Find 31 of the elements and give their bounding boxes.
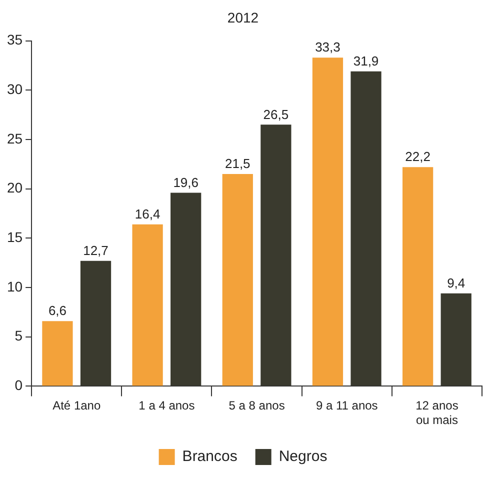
y-tick-label: 35 bbox=[6, 32, 23, 48]
chart-title: 2012 bbox=[227, 9, 259, 26]
y-tick-label: 10 bbox=[6, 278, 23, 294]
data-label: 16,4 bbox=[134, 206, 160, 222]
data-label: 22,2 bbox=[405, 149, 430, 164]
bar bbox=[312, 58, 344, 386]
data-label: 12,7 bbox=[83, 242, 108, 258]
bar bbox=[222, 174, 253, 386]
y-tick-label: 20 bbox=[6, 180, 23, 196]
x-tick-label: 1 a 4 anos bbox=[138, 398, 195, 413]
x-tick-label: Até 1ano bbox=[52, 398, 101, 413]
bar bbox=[132, 224, 163, 386]
y-tick-label: 0 bbox=[14, 377, 23, 394]
data-label: 33,3 bbox=[315, 40, 340, 55]
x-tick-label: 5 a 8 anos bbox=[228, 398, 285, 413]
data-label: 6,6 bbox=[48, 303, 67, 318]
legend-label: Brancos bbox=[182, 448, 238, 466]
y-tick-label: 30 bbox=[6, 81, 23, 97]
y-tick-label: 15 bbox=[6, 229, 23, 246]
data-label: 21,5 bbox=[224, 156, 250, 172]
data-label: 26,5 bbox=[263, 106, 289, 122]
y-tick-label: 5 bbox=[14, 328, 23, 344]
bar bbox=[42, 321, 73, 386]
data-label: 19,6 bbox=[173, 174, 198, 190]
data-label: 9,4 bbox=[447, 276, 466, 291]
x-tick-label: 12 anos ou mais bbox=[416, 398, 458, 428]
x-tick-label: 9 a 11 anos bbox=[316, 398, 378, 413]
legend-label: Negros bbox=[278, 448, 328, 466]
y-tick-label: 25 bbox=[6, 130, 23, 146]
bar bbox=[402, 167, 434, 386]
data-label: 31,9 bbox=[353, 53, 379, 68]
